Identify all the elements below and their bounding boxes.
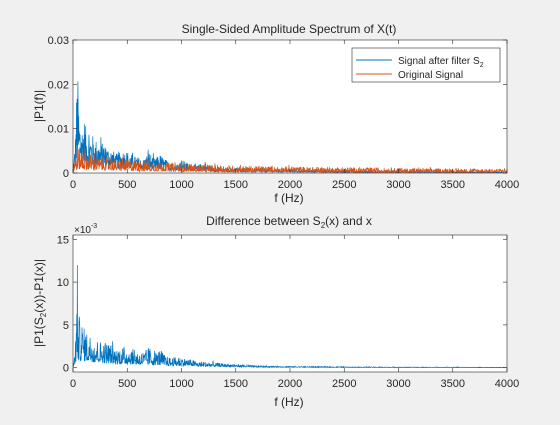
legend-label-filtered: Signal after filter S2 — [398, 56, 484, 69]
bottom-y-exponent-base: ×10 — [74, 225, 91, 236]
bottom-x-tick-label: 2500 — [332, 378, 356, 390]
top-x-tick-label: 1000 — [169, 179, 193, 191]
bottom-y-tick-label: 10 — [57, 277, 69, 289]
bottom-x-tick-label: 1000 — [169, 378, 193, 390]
top-x-tick-label: 0 — [70, 179, 76, 191]
bottom-y-label-part1: |P1(S — [32, 317, 46, 347]
legend-box — [351, 47, 501, 83]
bottom-x-tick-label: 4000 — [495, 378, 519, 390]
bottom-y-exponent-power: -3 — [91, 223, 97, 230]
bottom-series-0 — [73, 264, 507, 369]
bottom-x-tick-label: 3000 — [386, 378, 410, 390]
top-chart-title: Single-Sided Amplitude Spectrum of X(t) — [182, 22, 397, 36]
top-y-tick-label: 0.03 — [48, 35, 69, 47]
bottom-x-tick-label: 2000 — [278, 378, 302, 390]
top-y-tick-label: 0.02 — [48, 79, 69, 91]
bottom-title-sub: 2 — [321, 221, 326, 230]
bottom-x-axis-label: f (Hz) — [274, 395, 303, 409]
top-x-axis-label: f (Hz) — [274, 191, 303, 205]
bottom-y-tick-label: 0 — [63, 363, 69, 375]
top-x-tick-label: 2500 — [332, 179, 356, 191]
top-y-tick-label: 0 — [63, 168, 69, 180]
legend-label-filtered-sub: 2 — [480, 62, 484, 69]
bottom-series-group — [73, 264, 507, 369]
legend: Signal after filter S2 Original Signal — [351, 47, 501, 83]
top-series-1 — [73, 147, 507, 173]
bottom-title-base: Difference between S — [206, 214, 321, 228]
top-y-axis-label: |P1(f)| — [32, 90, 46, 122]
bottom-ticks: 0 500 1000 1500 2000 2500 3000 3500 4000 0 5 10 15 — [57, 234, 519, 390]
top-x-tick-label: 3500 — [441, 179, 465, 191]
top-x-tick-label: 1500 — [224, 179, 248, 191]
top-x-tick-label: 3000 — [386, 179, 410, 191]
bottom-x-tick-label: 500 — [118, 378, 136, 390]
bottom-y-label-sub: 2 — [39, 312, 48, 317]
top-axes: Single-Sided Amplitude Spectrum of X(t) … — [32, 22, 519, 205]
top-ticks: 0 500 1000 1500 2000 2500 3000 3500 4000 0 0.01 0.0… — [48, 35, 520, 191]
top-x-tick-label: 4000 — [495, 179, 519, 191]
bottom-y-tick-label: 15 — [57, 234, 69, 246]
bottom-x-tick-label: 0 — [70, 378, 76, 390]
bottom-y-tick-label: 5 — [63, 320, 69, 332]
top-x-tick-label: 500 — [118, 179, 136, 191]
legend-label-original: Original Signal — [398, 70, 463, 81]
bottom-axes: Difference between S2(x) and x ×10-3 0 50… — [32, 214, 519, 409]
top-y-tick-label: 0.01 — [48, 124, 69, 136]
bottom-x-tick-label: 3500 — [441, 378, 465, 390]
bottom-y-label-part2: (x))-P1(x)| — [32, 259, 46, 313]
bottom-title-rest: (x) and x — [325, 214, 372, 228]
top-x-tick-label: 2000 — [278, 179, 302, 191]
bottom-chart-title: Difference between S2(x) and x — [206, 214, 372, 230]
bottom-x-tick-label: 1500 — [224, 378, 248, 390]
bottom-y-axis-label: |P1(S2(x))-P1(x)| — [32, 259, 48, 347]
legend-label-filtered-base: Signal after filter S — [398, 56, 480, 67]
bottom-y-exponent: ×10-3 — [74, 223, 97, 236]
bottom-plot-area — [73, 235, 507, 372]
